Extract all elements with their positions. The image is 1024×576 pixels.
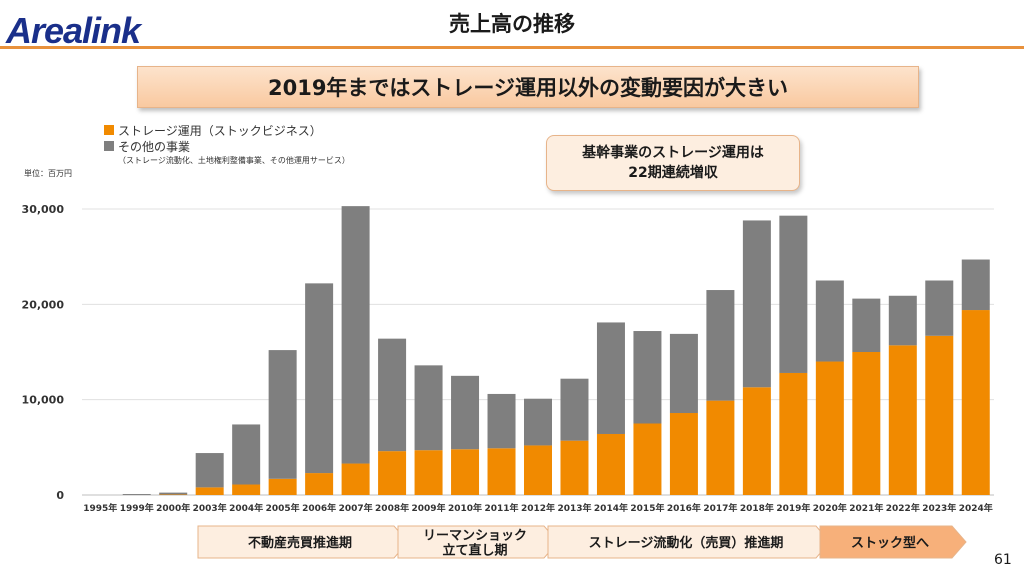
x-tick-label: 2009年 [412, 502, 446, 514]
bar-storage [524, 445, 552, 495]
bar-other [706, 290, 735, 401]
phase-arrow-4 [819, 525, 967, 559]
bar-other [159, 492, 188, 495]
page-title: 売上高の推移 [449, 12, 575, 36]
x-tick-label: 2021年 [849, 502, 883, 514]
y-tick-label: 20,000 [22, 298, 65, 311]
y-tick-label: 30,000 [22, 203, 65, 216]
bar-other [925, 280, 954, 336]
bar-storage [487, 448, 516, 495]
x-tick-label: 2011年 [484, 502, 518, 514]
x-tick-label: 2010年 [448, 502, 482, 514]
x-tick-label: 2020年 [813, 502, 847, 514]
bar-other [888, 295, 917, 346]
phase-label: ストレージ流動化（売買）推進期 [589, 535, 784, 551]
x-tick-label: 2005年 [266, 502, 300, 514]
legend-item-other: その他の事業 [104, 138, 350, 154]
header-divider [0, 46, 1024, 49]
x-tick-label: 2014年 [594, 502, 628, 514]
phase-label: 立て直し期 [442, 543, 507, 559]
x-tick-label: 2017年 [703, 502, 737, 514]
bar-storage [633, 423, 662, 495]
bar-storage [341, 463, 370, 495]
x-tick-label: 2023年 [922, 502, 956, 514]
phase-label: リーマンショック [423, 529, 527, 544]
unit-label: 単位：百万円 [24, 169, 72, 178]
bar-storage [560, 440, 589, 495]
bar-storage [706, 400, 735, 495]
bar-other [232, 424, 261, 485]
x-tick-label: 2016年 [667, 502, 701, 514]
bar-storage [451, 449, 480, 495]
bar-other [451, 375, 480, 450]
bar-storage [779, 372, 808, 495]
legend-item-storage: ストレージ運用（ストックビジネス） [104, 122, 350, 138]
x-tick-label: 1995年 [83, 502, 117, 514]
bar-other [961, 259, 990, 311]
legend-label-storage: ストレージ運用（ストックビジネス） [118, 123, 322, 138]
x-tick-label: 2004年 [229, 502, 263, 514]
x-tick-label: 2024年 [959, 502, 993, 514]
y-tick-label: 0 [56, 489, 64, 502]
x-tick-label: 2019年 [776, 502, 810, 514]
x-tick-label: 2000年 [156, 502, 190, 514]
bar-other [487, 393, 516, 449]
callout-line-2: 22期連続増収 [628, 165, 718, 181]
phase-label: ストック型へ [851, 535, 929, 551]
phase-label: 不動産売買推進期 [248, 535, 352, 551]
bar-other [815, 280, 844, 362]
bar-storage [305, 473, 334, 495]
callout-box: 基幹事業のストレージ運用は 22期連続増収 [546, 135, 800, 191]
x-tick-label: 2006年 [302, 502, 336, 514]
page-number: 61 [994, 552, 1012, 568]
x-tick-label: 1999年 [120, 502, 154, 514]
bar-other [596, 322, 625, 434]
bar-storage [195, 487, 224, 495]
legend-swatch-storage [104, 125, 114, 135]
legend-swatch-other [104, 141, 114, 151]
x-tick-label: 2007年 [339, 502, 373, 514]
bar-storage [742, 387, 771, 495]
bar-storage [669, 413, 698, 495]
company-logo: Arealink [6, 10, 141, 51]
bar-storage [888, 345, 917, 495]
bar-other [779, 215, 808, 373]
bar-other [341, 206, 370, 464]
chart-legend: ストレージ運用（ストックビジネス） その他の事業 （ストレージ流動化、土地権利整… [104, 122, 350, 166]
bar-storage [961, 310, 990, 495]
bar-storage [815, 361, 844, 495]
bar-other [305, 283, 334, 474]
x-tick-label: 2012年 [521, 502, 555, 514]
y-tick-label: 10,000 [22, 394, 65, 407]
bar-other [852, 298, 881, 352]
bar-other [268, 350, 297, 479]
bar-other [560, 378, 589, 441]
x-tick-label: 2015年 [630, 502, 664, 514]
bar-storage [268, 478, 297, 495]
bar-storage [925, 335, 954, 495]
callout-line-1: 基幹事業のストレージ運用は [582, 145, 764, 161]
bar-other [742, 220, 771, 388]
headline-banner: 2019年まではストレージ運用以外の変動要因が大きい [137, 66, 919, 108]
bar-storage [852, 352, 881, 495]
bar-storage [232, 484, 261, 495]
x-tick-label: 2018年 [740, 502, 774, 514]
bar-other [669, 333, 698, 414]
bar-storage [414, 450, 443, 495]
legend-note: （ストレージ流動化、土地権利整備事業、その他運用サービス） [118, 156, 350, 165]
bar-other [195, 453, 224, 488]
bar-other [122, 494, 151, 495]
x-tick-label: 2013年 [557, 502, 591, 514]
x-tick-label: 2003年 [193, 502, 227, 514]
bar-other [633, 331, 662, 424]
x-tick-label: 2022年 [886, 502, 920, 514]
legend-label-other: その他の事業 [118, 139, 191, 154]
bar-other [414, 365, 443, 451]
bar-storage [596, 433, 625, 495]
bar-storage [378, 451, 407, 495]
x-tick-label: 2008年 [375, 502, 409, 514]
bar-other [378, 338, 407, 452]
bar-other [524, 398, 552, 446]
